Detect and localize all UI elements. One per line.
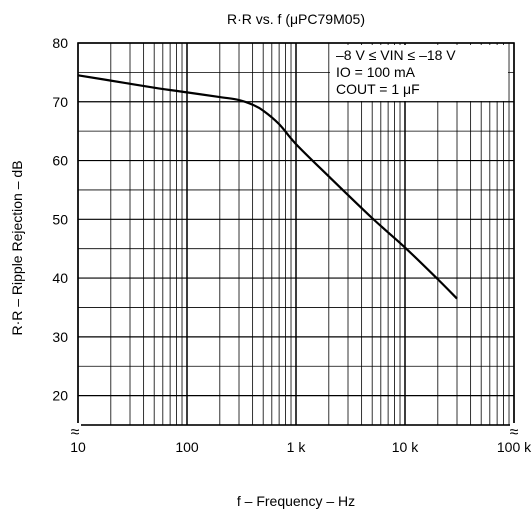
grid — [77, 42, 515, 425]
axis-break-left-mask — [69, 423, 81, 439]
series-line — [77, 74, 458, 300]
y-tick-label: 50 — [52, 211, 68, 227]
x-tick-label: 1 k — [287, 439, 307, 455]
axis-break-right-mask — [510, 423, 522, 439]
y-tick-label: 70 — [52, 94, 68, 110]
axis-break-left: ≈ — [71, 424, 80, 441]
x-tick-label: 10 — [70, 439, 86, 455]
x-tick-label: 10 k — [392, 439, 419, 455]
condition-cout: COUT = 1 μF — [336, 81, 420, 97]
y-tick-label: 20 — [52, 388, 68, 404]
y-axis-label: R·R – Ripple Rejection – dB — [9, 160, 25, 335]
condition-vin: –8 V ≤ VIN ≤ –18 V — [336, 47, 456, 63]
y-tick-label: 60 — [52, 153, 68, 169]
y-tick-label: 80 — [52, 35, 68, 51]
chart-title: R·R vs. f (μPC79M05) — [227, 11, 365, 27]
axis-break-right: ≈ — [510, 424, 519, 441]
x-axis-label: f – Frequency – Hz — [237, 493, 355, 509]
y-tick-labels: 20 30 40 50 60 70 80 — [52, 35, 68, 404]
condition-io: IO = 100 mA — [336, 64, 416, 80]
condition-box — [330, 45, 508, 101]
y-tick-label: 40 — [52, 270, 68, 286]
x-tick-labels: 10 100 1 k 10 k 100 k — [70, 439, 532, 455]
plot-frame — [77, 42, 515, 426]
x-tick-label: 100 — [175, 439, 199, 455]
x-tick-label: 100 k — [497, 439, 532, 455]
y-tick-label: 30 — [52, 329, 68, 345]
